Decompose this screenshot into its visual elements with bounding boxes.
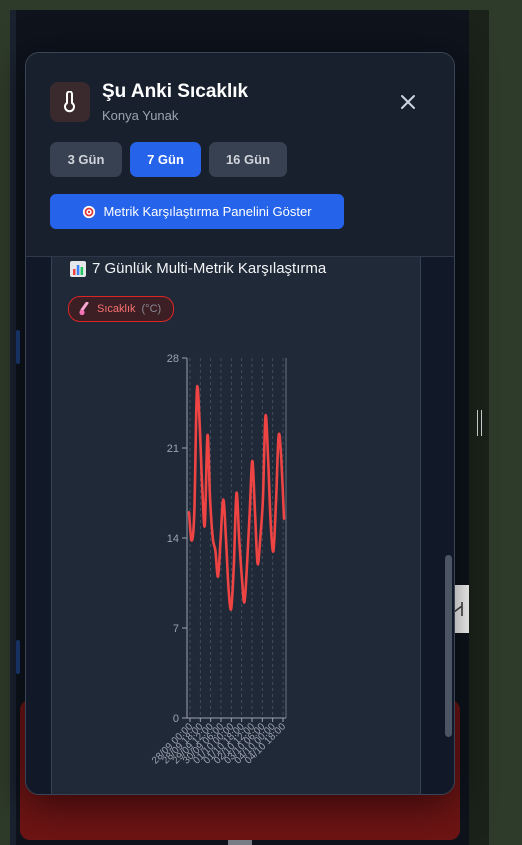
range-3-days-button[interactable]: 3 Gün	[50, 142, 122, 177]
metric-chip-label: Sıcaklık	[97, 303, 136, 315]
show-compare-panel-button[interactable]: Metrik Karşılaştırma Panelini Göster	[50, 194, 344, 229]
metric-chip-unit: (°C)	[141, 303, 162, 315]
modal-header: Şu Anki Sıcaklık Konya Yunak 3 Gün 7 Gün…	[26, 53, 454, 257]
thermometer-icon	[64, 91, 75, 113]
background-accent-strip	[16, 640, 20, 674]
thermometer-icon	[79, 302, 89, 316]
target-icon	[83, 205, 96, 218]
modal-title: Şu Anki Sıcaklık	[102, 81, 249, 102]
resize-handle[interactable]	[477, 410, 482, 436]
y-tick-label: 21	[167, 443, 179, 455]
current-temperature-modal: Şu Anki Sıcaklık Konya Yunak 3 Gün 7 Gün…	[25, 52, 455, 795]
bar-chart-icon	[70, 260, 86, 277]
y-tick-label: 28	[167, 353, 179, 365]
background-sidebar-edge	[10, 10, 16, 845]
range-16-days-button[interactable]: 16 Gün	[209, 142, 287, 177]
compare-button-label: Metrik Karşılaştırma Panelini Göster	[103, 204, 312, 219]
scrollbar-thumb[interactable]	[445, 555, 452, 737]
close-icon	[401, 95, 415, 109]
modal-location: Konya Yunak	[102, 108, 179, 123]
metric-chip-temperature[interactable]: Sıcaklık (°C)	[68, 296, 175, 322]
y-tick-label: 0	[173, 713, 179, 725]
chart-title-text: 7 Günlük Multi-Metrik Karşılaştırma	[92, 260, 327, 277]
close-button[interactable]	[396, 90, 420, 114]
background-accent-strip	[16, 330, 20, 364]
header-icon-box	[50, 82, 90, 122]
side-panel-strip	[469, 10, 489, 845]
range-7-days-button[interactable]: 7 Gün	[130, 142, 201, 177]
y-tick-label: 14	[167, 533, 179, 545]
background-handle	[228, 840, 252, 845]
chart-section-title: 7 Günlük Multi-Metrik Karşılaştırma	[70, 260, 326, 277]
y-tick-label: 7	[173, 623, 179, 635]
modal-body: 7 Günlük Multi-Metrik Karşılaştırma Sıca…	[26, 257, 454, 794]
temperature-series-line	[187, 385, 286, 611]
chart-card: 7 Günlük Multi-Metrik Karşılaştırma Sıca…	[51, 257, 421, 794]
